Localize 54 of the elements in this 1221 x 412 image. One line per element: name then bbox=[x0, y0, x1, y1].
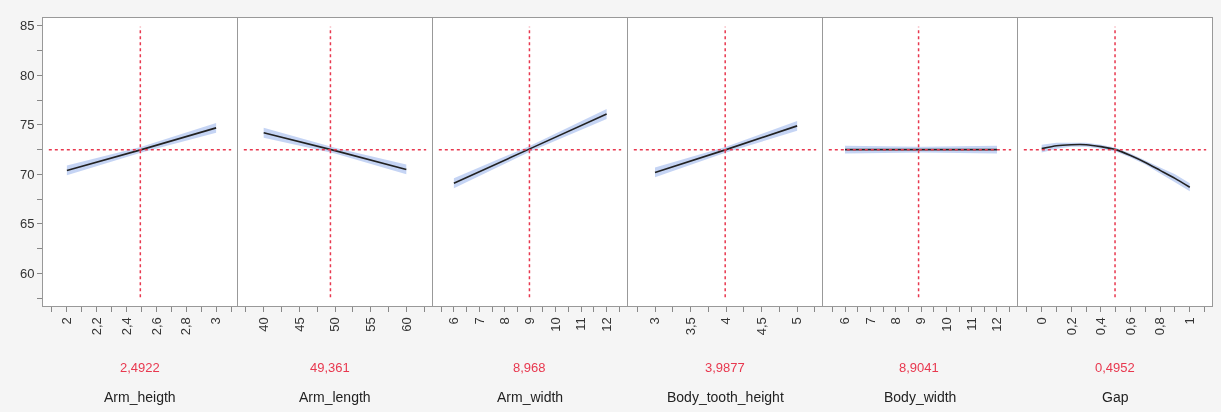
y-tick-label: 65 bbox=[19, 216, 35, 232]
x-tick-label: 0 bbox=[1033, 317, 1049, 325]
x-tick-label: 0,2 bbox=[1063, 317, 1079, 336]
x-tick-label: 40 bbox=[255, 317, 271, 332]
ref-line-label: 8,9041 bbox=[899, 360, 939, 375]
x-tick-label: 2,2 bbox=[88, 317, 104, 336]
x-tick-label: 4 bbox=[718, 317, 734, 325]
x-tick-label: 7 bbox=[471, 317, 487, 325]
y-tick-label: 85 bbox=[19, 18, 35, 34]
x-tick-label: 10 bbox=[938, 317, 954, 332]
x-tick-label: 10 bbox=[547, 317, 563, 332]
x-tick-label: 9 bbox=[522, 317, 538, 325]
x-tick-label: 0,4 bbox=[1093, 317, 1109, 336]
x-tick-label: 12 bbox=[598, 317, 614, 332]
ref-line-label: 0,4952 bbox=[1095, 360, 1135, 375]
x-tick-label: 6 bbox=[837, 317, 853, 325]
x-tick-label: 3 bbox=[647, 317, 663, 325]
x-tick-label: 1 bbox=[1182, 317, 1198, 325]
x-tick-label: 11 bbox=[963, 317, 979, 331]
x-tick-label: 3 bbox=[208, 317, 224, 325]
y-tick-label: 60 bbox=[19, 265, 35, 281]
x-tick-label: 8 bbox=[887, 317, 903, 325]
y-tick-label: 75 bbox=[19, 117, 35, 133]
x-tick-label: 0,6 bbox=[1122, 317, 1138, 336]
ref-line-label: 2,4922 bbox=[120, 360, 160, 375]
x-tick-label: 2 bbox=[59, 317, 75, 325]
x-tick-label: 9 bbox=[913, 317, 929, 325]
x-axis-title: Arm_heigth bbox=[104, 389, 176, 405]
x-tick-label: 12 bbox=[989, 317, 1005, 332]
x-tick-label: 50 bbox=[327, 317, 343, 332]
y-tick-label: 80 bbox=[19, 67, 35, 83]
x-tick-label: 45 bbox=[291, 317, 307, 332]
x-tick-label: 60 bbox=[398, 317, 414, 332]
x-axis-title: Arm_width bbox=[497, 389, 564, 405]
x-axis-title: Body_width bbox=[884, 389, 957, 405]
x-axis-title: Gap bbox=[1102, 389, 1129, 405]
x-tick-label: 0,8 bbox=[1152, 317, 1168, 336]
x-tick-label: 6 bbox=[446, 317, 462, 325]
x-axis-title: Body_tooth_height bbox=[667, 389, 784, 405]
x-tick-label: 2,8 bbox=[178, 317, 194, 336]
y-tick-label: 70 bbox=[19, 166, 35, 182]
x-axis-title: Arm_length bbox=[299, 389, 371, 405]
x-tick-label: 4,5 bbox=[753, 317, 769, 336]
x-tick-label: 2,4 bbox=[118, 317, 134, 336]
ref-line-label: 49,361 bbox=[310, 360, 350, 375]
x-tick-label: 7 bbox=[862, 317, 878, 325]
x-tick-label: 3,5 bbox=[682, 317, 698, 336]
x-tick-label: 8 bbox=[497, 317, 513, 325]
ref-line-label: 8,968 bbox=[513, 360, 546, 375]
x-tick-label: 2,6 bbox=[148, 317, 164, 336]
x-tick-label: 11 bbox=[573, 317, 589, 331]
x-tick-label: 5 bbox=[789, 317, 805, 325]
x-tick-label: 55 bbox=[362, 317, 378, 332]
ref-line-label: 3,9877 bbox=[705, 360, 745, 375]
